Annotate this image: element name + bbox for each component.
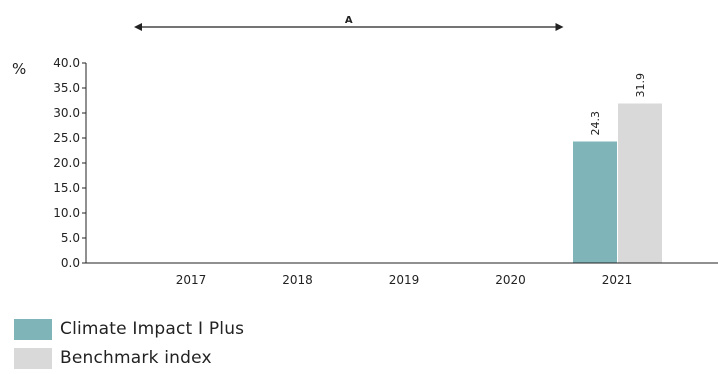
legend-item-series-2: Benchmark index xyxy=(14,345,244,371)
period-annotation: A xyxy=(134,15,564,31)
y-tick-label: 20.0 xyxy=(53,156,80,170)
bar-value-label: 31.9 xyxy=(634,73,647,98)
legend-label-series-1: Climate Impact I Plus xyxy=(60,319,245,339)
annotation-label: A xyxy=(345,15,353,26)
bar-series-1 xyxy=(573,141,617,263)
x-axis-ticks: 2017 2018 2019 2020 2021 xyxy=(176,273,633,287)
x-tick-label: 2020 xyxy=(495,273,526,287)
legend-swatch-series-2 xyxy=(14,347,52,369)
annotation-arrow-left-head xyxy=(134,23,142,31)
x-tick-label: 2021 xyxy=(602,273,633,287)
bar-value-label: 24.3 xyxy=(589,111,602,136)
y-tick-label: 25.0 xyxy=(53,131,80,145)
y-tick-label: 15.0 xyxy=(53,181,80,195)
bar-series-2 xyxy=(618,103,662,263)
legend: Climate Impact I Plus Benchmark index xyxy=(14,316,244,374)
y-axis-unit: % xyxy=(12,60,26,78)
y-tick-label: 35.0 xyxy=(53,81,80,95)
legend-item-series-1: Climate Impact I Plus xyxy=(14,316,244,342)
x-tick-label: 2019 xyxy=(389,273,420,287)
y-tick-label: 30.0 xyxy=(53,106,80,120)
annotation-arrow-right-head xyxy=(555,23,564,31)
y-tick-label: 5.0 xyxy=(61,231,80,245)
bars: 24.3 31.9 xyxy=(573,73,662,263)
x-tick-label: 2018 xyxy=(282,273,313,287)
y-axis-ticks: 0.0 5.0 10.0 15.0 20.0 25.0 30.0 35.0 40.0 xyxy=(53,56,86,270)
y-tick-label: 0.0 xyxy=(61,256,80,270)
legend-swatch-series-1 xyxy=(14,318,52,340)
x-tick-label: 2017 xyxy=(176,273,207,287)
y-tick-label: 40.0 xyxy=(53,56,80,70)
y-tick-label: 10.0 xyxy=(53,206,80,220)
legend-label-series-2: Benchmark index xyxy=(60,348,212,368)
